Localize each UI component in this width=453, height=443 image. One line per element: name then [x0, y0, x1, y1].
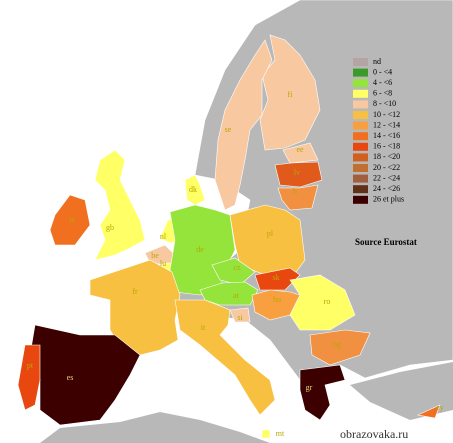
country [17, 344, 41, 411]
country-label: pt [27, 361, 34, 370]
country [274, 161, 323, 188]
country-label: de [196, 245, 204, 254]
country [184, 174, 206, 206]
country-label: ee [296, 145, 304, 154]
country-label: cz [233, 263, 241, 272]
country-label: se [225, 125, 232, 134]
country [174, 299, 276, 416]
country [261, 429, 271, 439]
country [289, 274, 356, 331]
legend-swatch [353, 185, 368, 194]
country-label: ro [324, 297, 331, 306]
watermark-bg [336, 427, 453, 443]
legend-swatch [353, 153, 368, 162]
country [299, 364, 346, 421]
watermark: obrazovaka.ru [340, 427, 408, 441]
country-label: it [201, 323, 206, 332]
legend-label: nd [373, 57, 381, 66]
north-africa [40, 412, 270, 443]
country-label: lu [160, 259, 166, 268]
legend-swatch [353, 58, 368, 66]
country-label: cy [436, 403, 444, 412]
country-label: fr [132, 287, 138, 296]
legend-swatch [353, 164, 368, 172]
legend-label: 26 et plus [373, 195, 404, 204]
country [49, 194, 91, 246]
legend-swatch [353, 132, 368, 141]
country [229, 204, 306, 281]
source: Source Eurostat [355, 237, 417, 247]
country-label: lt [293, 187, 298, 196]
legend-label: 14 - <16 [373, 131, 400, 140]
legend-label: 10 - <12 [373, 110, 400, 119]
legend-label: 16 - <18 [373, 142, 400, 151]
country [277, 184, 319, 211]
country-label: gr [306, 383, 313, 392]
legend-swatch [353, 111, 368, 119]
legend-swatch [353, 174, 368, 183]
legend-swatch [353, 79, 368, 88]
legend-label: 12 - <14 [373, 120, 400, 129]
country-label: at [233, 291, 240, 300]
country [211, 257, 256, 286]
country-label: dk [189, 185, 197, 194]
legend-swatch [353, 89, 368, 98]
country-label: nl [160, 232, 167, 241]
country [416, 404, 441, 419]
country-label: hu [273, 295, 281, 304]
country-label: sk [272, 273, 279, 282]
country [259, 34, 321, 151]
country-label: mt [276, 429, 285, 438]
country-label: gb [106, 223, 114, 232]
legend-swatch [353, 142, 368, 151]
country [89, 259, 181, 356]
legend-swatch [353, 121, 368, 130]
country [214, 39, 273, 211]
country-label: pl [267, 229, 274, 238]
country-label: bg [333, 340, 341, 349]
country-label: be [151, 251, 159, 260]
legend-label: 8 - <10 [373, 99, 396, 108]
turkey [350, 362, 453, 420]
country-label: ie [69, 215, 75, 224]
legend-label: 24 - <26 [373, 184, 400, 193]
legend-label: 20 - <22 [373, 163, 400, 172]
legend-swatch [353, 195, 368, 204]
country [94, 149, 146, 261]
country-label: si [237, 313, 243, 322]
country [282, 142, 319, 164]
country-label: lv [294, 168, 300, 177]
country [229, 307, 251, 323]
legend-swatch [353, 100, 368, 109]
legend-label: 0 - <4 [373, 67, 392, 76]
legend-label: 6 - <8 [373, 89, 392, 98]
legend-swatch [353, 68, 368, 77]
country-label: fi [288, 90, 294, 99]
country-label: es [67, 373, 74, 382]
legend-label: 4 - <6 [373, 78, 392, 87]
legend-label: 22 - <24 [373, 173, 400, 182]
country [309, 329, 371, 366]
legend-label: 18 - <20 [373, 152, 400, 161]
